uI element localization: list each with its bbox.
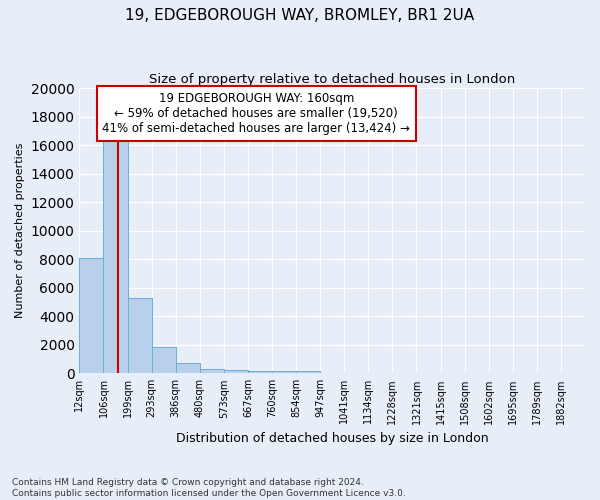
Bar bbox=[272, 371, 296, 374]
Bar bbox=[248, 370, 272, 374]
Title: Size of property relative to detached houses in London: Size of property relative to detached ho… bbox=[149, 72, 515, 86]
Bar bbox=[128, 298, 152, 374]
Bar bbox=[152, 347, 176, 374]
X-axis label: Distribution of detached houses by size in London: Distribution of detached houses by size … bbox=[176, 432, 488, 445]
Text: 19, EDGEBOROUGH WAY, BROMLEY, BR1 2UA: 19, EDGEBOROUGH WAY, BROMLEY, BR1 2UA bbox=[125, 8, 475, 22]
Bar bbox=[176, 364, 200, 374]
Bar bbox=[224, 370, 248, 374]
Bar bbox=[79, 258, 103, 374]
Bar bbox=[200, 369, 224, 374]
Bar bbox=[103, 138, 128, 374]
Text: Contains HM Land Registry data © Crown copyright and database right 2024.
Contai: Contains HM Land Registry data © Crown c… bbox=[12, 478, 406, 498]
Bar bbox=[296, 371, 320, 374]
Text: 19 EDGEBOROUGH WAY: 160sqm
← 59% of detached houses are smaller (19,520)
41% of : 19 EDGEBOROUGH WAY: 160sqm ← 59% of deta… bbox=[103, 92, 410, 136]
Y-axis label: Number of detached properties: Number of detached properties bbox=[15, 143, 25, 318]
